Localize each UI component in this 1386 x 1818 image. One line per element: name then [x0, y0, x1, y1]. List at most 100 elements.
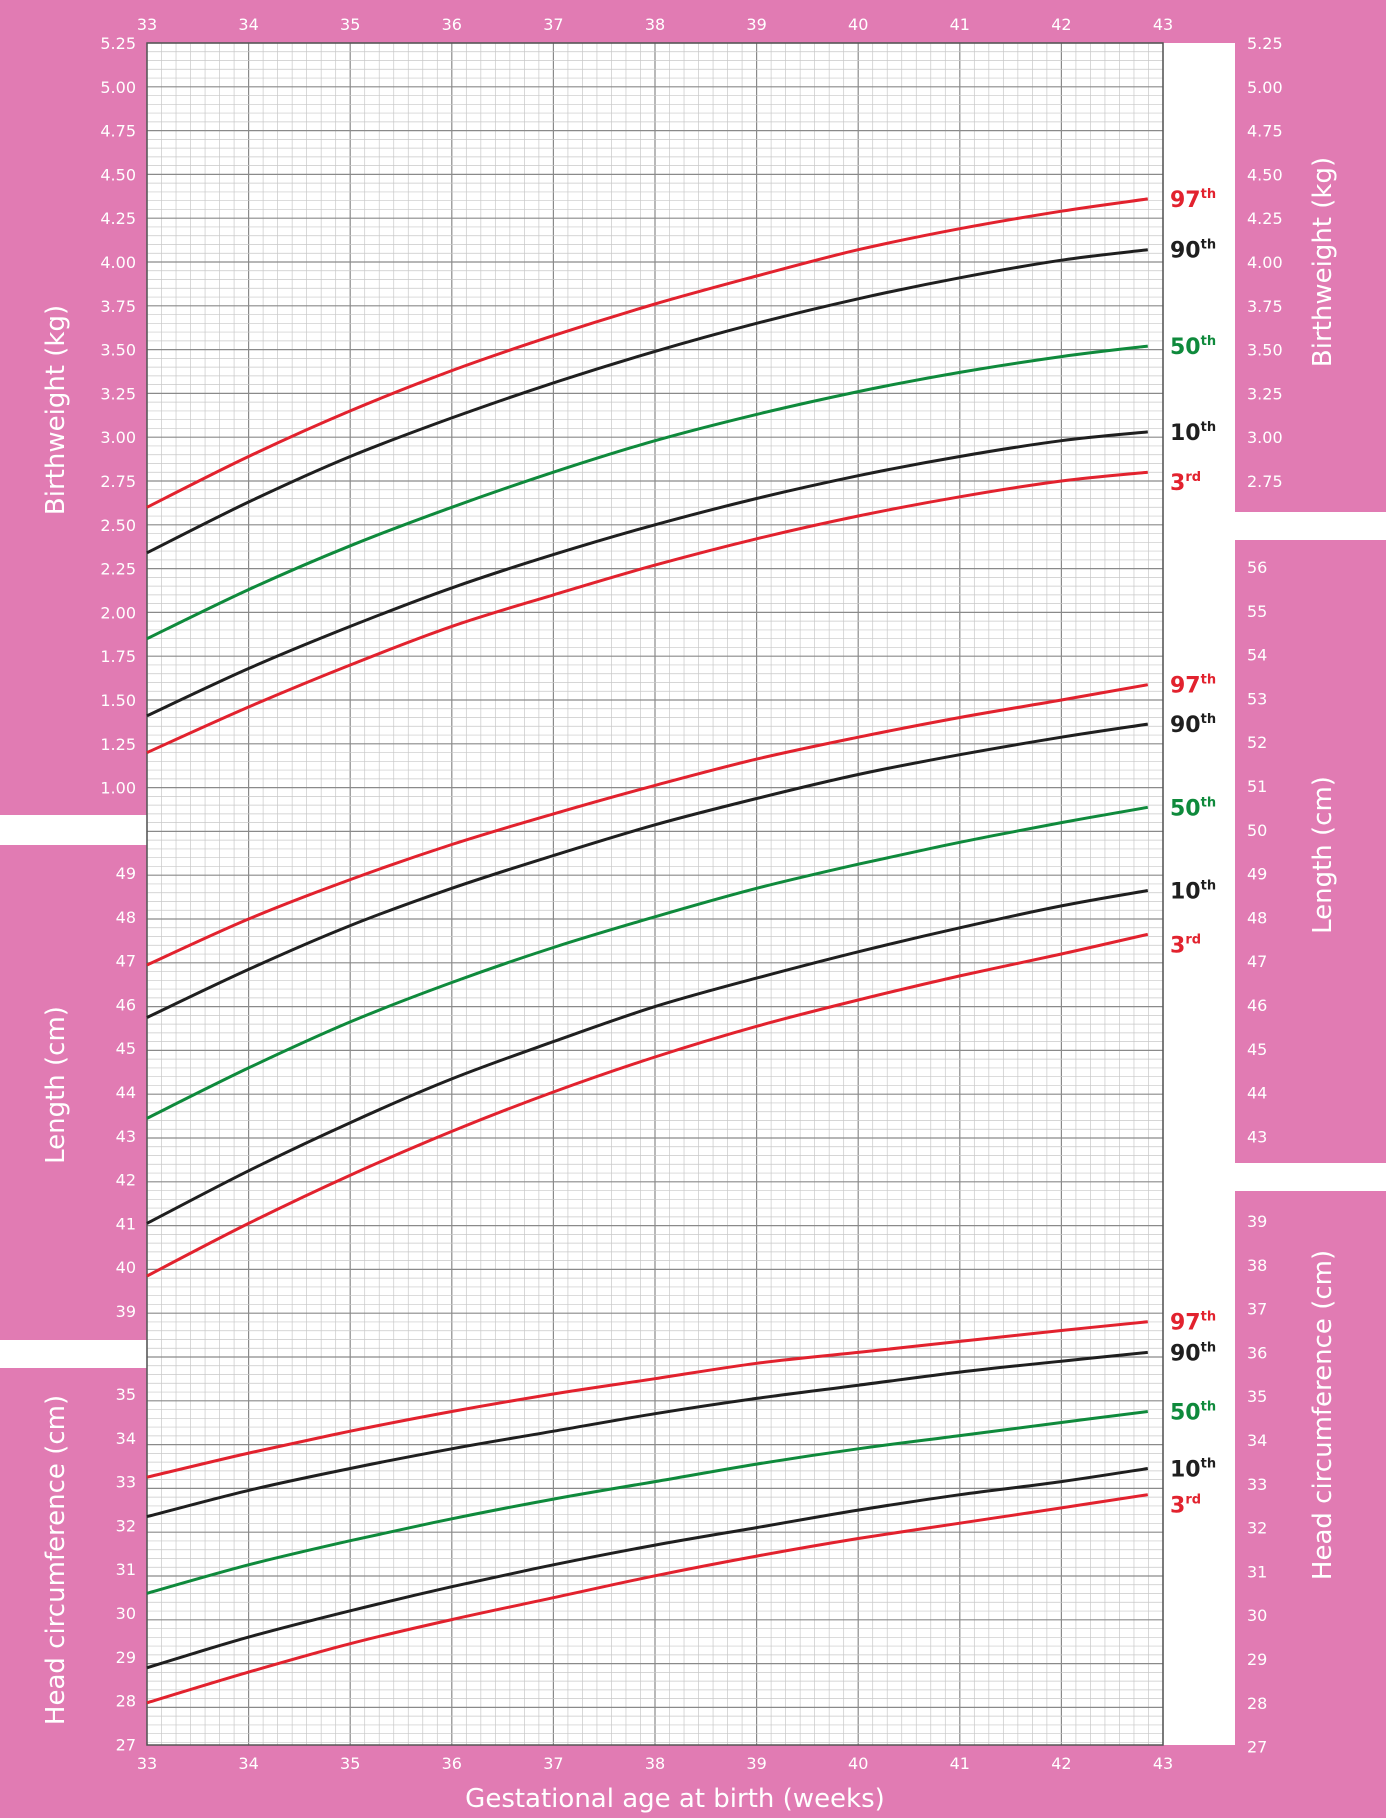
x-tick-label-bottom: 39 — [746, 1754, 766, 1773]
curve-90th — [146, 1350, 1148, 1519]
percentile-suffix: th — [1201, 1456, 1216, 1471]
y-tick-label-left: 35 — [116, 1385, 136, 1404]
x-tick-label-top: 38 — [645, 15, 665, 34]
y-tick-label-right: 55 — [1247, 602, 1267, 621]
y-tick-label-right: 54 — [1247, 646, 1267, 665]
y-tick-label-right: 56 — [1247, 558, 1267, 577]
y-tick-label-right: 4.25 — [1247, 209, 1283, 228]
curve-97th — [146, 197, 1149, 509]
y-tick-label-left: 43 — [116, 1127, 136, 1146]
y-tick-label-left: 45 — [116, 1039, 136, 1058]
percentile-suffix: th — [1201, 187, 1216, 202]
y-tick-label-left: 3.00 — [100, 428, 136, 447]
y-tick-label-left: 30 — [116, 1604, 136, 1623]
y-tick-label-right: 53 — [1247, 689, 1267, 708]
left-panel-gap — [0, 1340, 147, 1368]
y-tick-label-right: 4.50 — [1247, 165, 1283, 184]
y-tick-label-right: 38 — [1247, 1256, 1267, 1275]
label-margin — [1163, 43, 1235, 1745]
curve-50th — [146, 1410, 1148, 1595]
right-panel-gap — [1235, 512, 1386, 540]
curve-10th — [146, 889, 1149, 1225]
x-tick-label-bottom: 34 — [238, 1754, 258, 1773]
y-tick-label-right: 39 — [1247, 1212, 1267, 1231]
percentile-suffix: th — [1201, 879, 1216, 894]
y-tick-label-left: 49 — [116, 864, 136, 883]
curve-10th — [146, 430, 1148, 718]
percentile-suffix: rd — [1185, 470, 1201, 485]
curve-50th — [146, 805, 1149, 1120]
curve-50th — [146, 344, 1148, 641]
y-tick-label-left: 4.00 — [100, 253, 136, 272]
y-tick-label-right: 49 — [1247, 865, 1267, 884]
y-tick-label-right: 44 — [1247, 1084, 1267, 1103]
percentile-suffix: th — [1201, 1310, 1216, 1325]
y-tick-label-right: 32 — [1247, 1519, 1267, 1538]
percentile-label-3rd: 3rd — [1170, 1493, 1201, 1519]
left-panel-gap — [0, 815, 147, 845]
percentile-suffix: th — [1201, 334, 1216, 349]
x-tick-label-bottom: 37 — [543, 1754, 563, 1773]
x-tick-label-top: 36 — [442, 15, 462, 34]
y-tick-label-left: 1.00 — [100, 779, 136, 798]
y-axis-title-left: Birthweight (kg) — [41, 305, 71, 515]
x-axis-title: Gestational age at birth (weeks) — [465, 1784, 885, 1814]
curve-3rd — [146, 1493, 1149, 1705]
x-tick-label-top: 42 — [1051, 15, 1071, 34]
x-tick-label-bottom: 43 — [1153, 1754, 1173, 1773]
y-tick-label-right: 4.75 — [1247, 122, 1283, 141]
y-tick-label-left: 1.50 — [100, 691, 136, 710]
y-axis-title-left: Head circumference (cm) — [41, 1395, 71, 1725]
x-tick-label-bottom: 33 — [137, 1754, 157, 1773]
y-tick-label-right: 3.00 — [1247, 428, 1283, 447]
y-tick-label-left: 3.25 — [100, 384, 136, 403]
percentile-suffix: th — [1201, 238, 1216, 253]
y-tick-label-left: 48 — [116, 908, 136, 927]
y-tick-label-left: 39 — [116, 1302, 136, 1321]
curve-97th — [146, 683, 1149, 967]
y-tick-label-right: 34 — [1247, 1431, 1267, 1450]
y-tick-label-right: 36 — [1247, 1343, 1267, 1362]
percentile-suffix: th — [1201, 795, 1216, 810]
x-tick-label-bottom: 42 — [1051, 1754, 1071, 1773]
y-tick-label-left: 40 — [116, 1258, 136, 1277]
y-tick-label-left: 2.75 — [100, 472, 136, 491]
y-tick-label-right: 50 — [1247, 821, 1267, 840]
x-tick-label-bottom: 35 — [340, 1754, 360, 1773]
y-tick-label-right: 2.75 — [1247, 472, 1283, 491]
y-tick-label-right: 48 — [1247, 908, 1267, 927]
y-tick-label-right: 33 — [1247, 1475, 1267, 1494]
percentile-curves — [146, 197, 1149, 1705]
y-tick-label-left: 4.25 — [100, 209, 136, 228]
y-tick-label-left: 4.75 — [100, 122, 136, 141]
y-tick-label-left: 31 — [116, 1560, 136, 1579]
x-tick-label-bottom: 38 — [645, 1754, 665, 1773]
y-tick-label-left: 42 — [116, 1171, 136, 1190]
right-panel-gap — [1235, 1163, 1386, 1191]
y-tick-label-left: 3.50 — [100, 341, 136, 360]
x-tick-label-top: 43 — [1153, 15, 1173, 34]
percentile-suffix: th — [1201, 1400, 1216, 1415]
y-tick-label-left: 27 — [116, 1735, 136, 1754]
y-tick-label-left: 46 — [116, 995, 136, 1014]
y-tick-label-left: 32 — [116, 1516, 136, 1535]
y-tick-label-right: 4.00 — [1247, 253, 1283, 272]
y-axis-title-right: Length (cm) — [1308, 776, 1338, 934]
percentile-suffix: th — [1201, 1340, 1216, 1355]
x-tick-label-bottom: 41 — [950, 1754, 970, 1773]
y-tick-label-left: 28 — [116, 1692, 136, 1711]
y-axis-title-left: Length (cm) — [41, 1006, 71, 1164]
y-tick-label-left: 44 — [116, 1083, 136, 1102]
y-tick-label-right: 3.75 — [1247, 297, 1283, 316]
x-tick-label-top: 35 — [340, 15, 360, 34]
y-axis-title-right: Birthweight (kg) — [1308, 157, 1338, 367]
plot-grid — [146, 42, 1164, 1746]
y-tick-label-right: 3.25 — [1247, 384, 1283, 403]
y-tick-label-right: 46 — [1247, 996, 1267, 1015]
curve-3rd — [146, 932, 1149, 1278]
x-tick-label-top: 34 — [238, 15, 258, 34]
y-axis-title-right: Head circumference (cm) — [1308, 1250, 1338, 1580]
x-tick-label-bottom: 40 — [848, 1754, 868, 1773]
